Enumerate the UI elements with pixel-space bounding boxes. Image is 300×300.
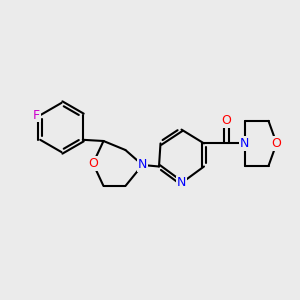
Text: N: N — [177, 176, 186, 190]
Text: F: F — [33, 109, 40, 122]
Text: O: O — [88, 157, 98, 170]
Text: N: N — [138, 158, 147, 172]
Text: N: N — [240, 137, 249, 150]
Text: O: O — [272, 137, 281, 150]
Text: O: O — [222, 114, 231, 128]
